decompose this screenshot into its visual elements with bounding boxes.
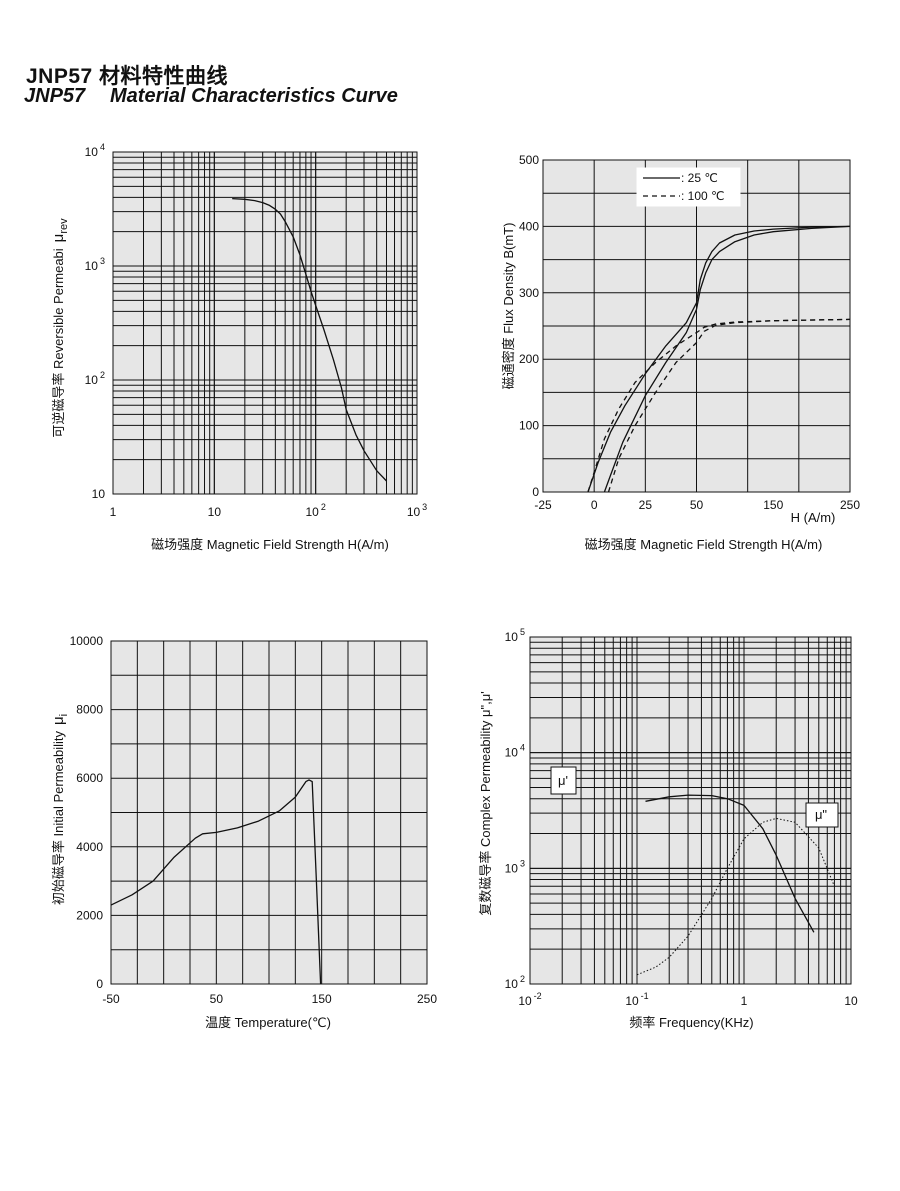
x-tick-label: 10 3 — [407, 502, 427, 519]
legend-label-25c: : 25 ℃ — [681, 171, 718, 185]
y-axis-label: 复数磁导率 Complex Permeability μ",μ' — [478, 691, 493, 915]
x-axis-label: 频率 Frequency(KHz) — [629, 1015, 753, 1030]
legend: : 25 ℃ : 100 ℃ — [636, 167, 741, 207]
annotation-box-mu-imag — [805, 802, 839, 828]
y-tick-label: 0 — [532, 485, 539, 499]
x-tick-label: 150 — [763, 498, 783, 512]
y-tick-label: 10 2 — [85, 370, 105, 387]
x-tick-label: 250 — [417, 992, 437, 1006]
x-tick-label: 10 2 — [305, 502, 325, 519]
y-tick-label: 300 — [519, 286, 539, 300]
annotation-box-mu-real — [550, 766, 577, 795]
y-tick-label: 0 — [96, 977, 103, 991]
series-line — [110, 779, 322, 985]
x-tick-label: 10 — [844, 994, 858, 1008]
x-tick-label: 10 -2 — [518, 991, 541, 1008]
annotation-mu-real: μ' — [558, 773, 568, 788]
series-25c-line — [587, 225, 851, 493]
y-tick-label: 10 — [92, 487, 106, 501]
series-100c-line — [607, 318, 851, 493]
y-tick-label: 6000 — [76, 771, 103, 785]
y-tick-label: 2000 — [76, 908, 103, 922]
x-tick-label: 250 — [840, 498, 860, 512]
x-tick-label: 25 — [639, 498, 653, 512]
model-name: JNP57 — [24, 85, 86, 107]
series-line — [232, 197, 387, 482]
y-tick-label: 10 3 — [505, 858, 525, 875]
x-tick-label: -50 — [102, 992, 120, 1006]
x-axis-label: 磁场强度 Magnetic Field Strength H(A/m) — [585, 537, 823, 552]
y-tick-label: 10 3 — [85, 256, 105, 273]
legend-label-100c: : 100 ℃ — [681, 189, 725, 203]
x-tick-label: 0 — [591, 498, 598, 512]
page-title-en-text: Material Characteristics Curve — [110, 85, 398, 107]
x-tick-label: 10 -1 — [625, 991, 648, 1008]
y-tick-label: 100 — [519, 419, 539, 433]
y-tick-label: 500 — [519, 153, 539, 167]
y-tick-label: 10 4 — [505, 743, 525, 760]
y-axis-label: 磁通密度 Flux Density B(mT) — [501, 223, 516, 390]
y-axis-label: 可逆磁导率 Reversible Permeabiμrev — [50, 218, 70, 438]
x-unit-label: H (A/m) — [791, 510, 836, 525]
x-axis-label: 磁场强度 Magnetic Field Strength H(A/m) — [151, 537, 389, 552]
plot-area — [112, 151, 418, 495]
y-tick-label: 10 2 — [505, 974, 525, 991]
x-tick-label: -25 — [534, 498, 552, 512]
y-axis-label: 初始磁导率 Initial Permeabilityμi — [50, 714, 70, 905]
series-25c-line — [603, 225, 851, 493]
x-tick-label: 50 — [210, 992, 224, 1006]
x-tick-label: 50 — [690, 498, 704, 512]
legend-box — [636, 167, 741, 207]
y-tick-label: 4000 — [76, 840, 103, 854]
y-tick-label: 10 4 — [85, 142, 105, 159]
y-tick-label: 400 — [519, 219, 539, 233]
x-tick-label: 150 — [312, 992, 332, 1006]
x-axis-label: 温度 Temperature(℃) — [205, 1015, 331, 1030]
y-tick-label: 10000 — [70, 634, 104, 648]
page-title-en: JNP57 Material Characteristics Curve — [24, 85, 398, 108]
series-mu-real-line — [645, 794, 815, 933]
y-tick-label: 10 5 — [505, 627, 525, 644]
x-tick-label: 10 — [208, 505, 222, 519]
series-mu-imag-line — [636, 817, 835, 976]
x-tick-label: 1 — [110, 505, 117, 519]
page-title-cn: JNP57 材料特性曲线 — [26, 65, 229, 88]
y-tick-label: 8000 — [76, 703, 103, 717]
annotation-mu-imag: μ" — [815, 807, 827, 822]
plot-area — [529, 636, 852, 985]
x-tick-label: 1 — [741, 994, 748, 1008]
y-tick-label: 200 — [519, 352, 539, 366]
